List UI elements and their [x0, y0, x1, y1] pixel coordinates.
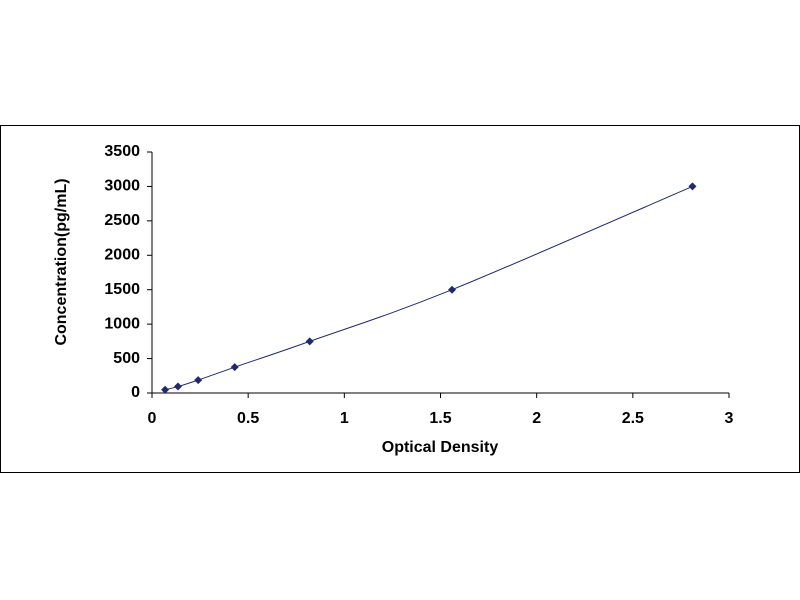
- point: [448, 285, 457, 294]
- x-tick-label: 0.5: [237, 410, 259, 427]
- x-axis-label: Optical Density: [382, 439, 499, 456]
- x-tick-label: 1.5: [429, 410, 451, 427]
- y-tick-label: 2500: [104, 212, 140, 229]
- point: [173, 382, 182, 391]
- y-tick-label: 3000: [104, 178, 140, 195]
- point: [688, 182, 697, 191]
- x-tick-label: 1: [340, 410, 349, 427]
- point: [305, 337, 314, 346]
- y-tick-label: 3500: [104, 143, 140, 160]
- y-tick-label: 0: [131, 384, 140, 401]
- x-tick-label: 3: [725, 410, 734, 427]
- x-tick-label: 0: [148, 410, 157, 427]
- x-tick-label: 2: [532, 410, 541, 427]
- chart-border: [0, 125, 800, 473]
- curve: [164, 185, 693, 391]
- point: [194, 376, 203, 385]
- y-tick-label: 1500: [104, 281, 140, 298]
- point: [161, 385, 170, 394]
- y-tick-label: 1000: [104, 315, 140, 332]
- y-tick-label: 500: [113, 350, 140, 367]
- y-tick-label: 2000: [104, 247, 140, 264]
- y-axis-label: Concentration(pg/mL): [53, 178, 70, 345]
- point: [230, 363, 239, 372]
- x-tick-label: 2.5: [622, 410, 644, 427]
